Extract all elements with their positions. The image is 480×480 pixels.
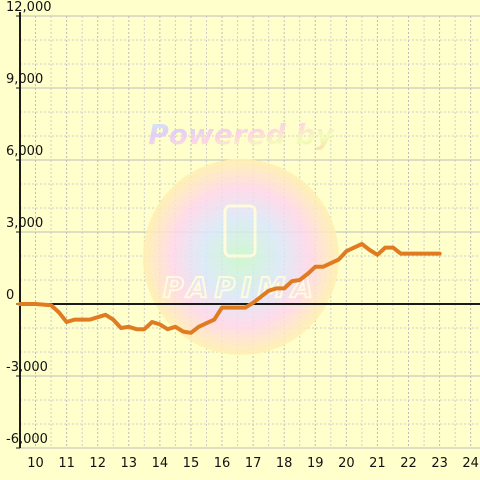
tick-labels: -6,000 -3,000 0 3,000 6,000 9,000 12,000 10 11 12…	[6, 0, 479, 471]
y-tick-label: -6,000	[6, 432, 48, 447]
y-tick-label: 0	[6, 288, 14, 303]
series-line	[18, 242, 442, 335]
y-tick-label: 3,000	[6, 216, 43, 231]
y-tick-label: 9,000	[6, 72, 43, 87]
y-tick-label: -3,000	[6, 360, 48, 375]
watermark-text-bottom: PAPIMA	[163, 271, 319, 304]
x-tick-label: 19	[307, 456, 324, 471]
x-tick-label: 23	[431, 456, 448, 471]
x-tick-label: 17	[245, 456, 262, 471]
y-tick-label: 6,000	[6, 144, 43, 159]
x-tick-label: 15	[183, 456, 200, 471]
x-tick-label: 14	[152, 456, 169, 471]
grid	[19, 15, 480, 449]
powered-by-watermark: Powered by PAPIMA	[143, 118, 339, 355]
bottle-icon	[223, 204, 257, 258]
x-tick-label: 12	[89, 456, 106, 471]
x-tick-label: 22	[400, 456, 417, 471]
x-tick-label: 16	[214, 456, 231, 471]
series	[18, 242, 442, 335]
x-tick-label: 24	[462, 456, 479, 471]
y-tick-label: 12,000	[6, 0, 52, 15]
x-tick-label: 11	[58, 456, 75, 471]
x-tick-label: 13	[121, 456, 138, 471]
x-tick-label: 18	[276, 456, 293, 471]
x-tick-label: 10	[27, 456, 44, 471]
x-tick-label: 21	[369, 456, 386, 471]
x-tick-label: 20	[338, 456, 355, 471]
watermark-text-top: Powered by	[148, 118, 335, 151]
